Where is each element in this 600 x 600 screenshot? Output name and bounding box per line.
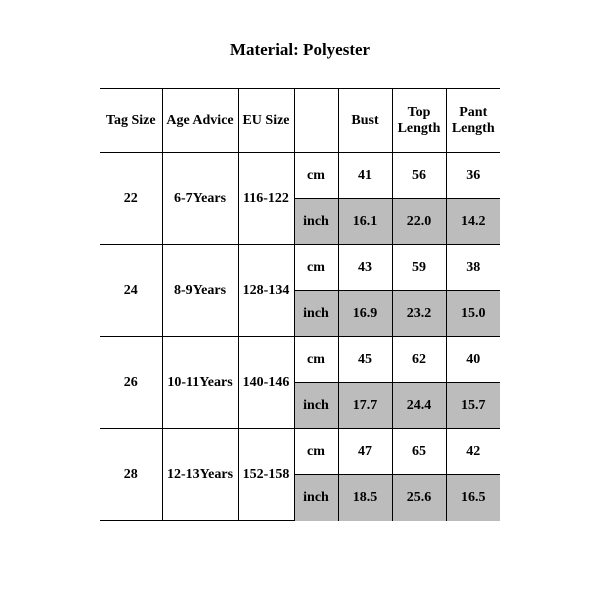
col-pant-length: Pant Length bbox=[446, 89, 500, 153]
cell-bust-cm: 47 bbox=[338, 429, 392, 475]
cell-top-inch: 22.0 bbox=[392, 199, 446, 245]
cell-pant-inch: 14.2 bbox=[446, 199, 500, 245]
cell-bust-cm: 41 bbox=[338, 153, 392, 199]
cell-top-cm: 59 bbox=[392, 245, 446, 291]
cell-tag: 24 bbox=[100, 245, 162, 337]
cell-pant-inch: 16.5 bbox=[446, 475, 500, 521]
cell-pant-cm: 42 bbox=[446, 429, 500, 475]
header-row: Tag Size Age Advice EU Size Bust Top Len… bbox=[100, 89, 500, 153]
col-bust: Bust bbox=[338, 89, 392, 153]
cell-age: 12-13Years bbox=[162, 429, 238, 521]
cell-age: 8-9Years bbox=[162, 245, 238, 337]
cell-tag: 22 bbox=[100, 153, 162, 245]
page-title: Material: Polyester bbox=[0, 40, 600, 60]
cell-tag: 28 bbox=[100, 429, 162, 521]
cell-pant-cm: 38 bbox=[446, 245, 500, 291]
cell-pant-inch: 15.7 bbox=[446, 383, 500, 429]
col-tag-size: Tag Size bbox=[100, 89, 162, 153]
cell-tag: 26 bbox=[100, 337, 162, 429]
cell-bust-cm: 43 bbox=[338, 245, 392, 291]
table-row: 28 12-13Years 152-158 cm 47 65 42 bbox=[100, 429, 500, 475]
cell-unit-cm: cm bbox=[294, 429, 338, 475]
cell-bust-inch: 18.5 bbox=[338, 475, 392, 521]
cell-top-cm: 56 bbox=[392, 153, 446, 199]
table-row: 24 8-9Years 128-134 cm 43 59 38 bbox=[100, 245, 500, 291]
page: Material: Polyester Tag Size Age Advice … bbox=[0, 0, 600, 600]
cell-unit-cm: cm bbox=[294, 245, 338, 291]
cell-eu: 140-146 bbox=[238, 337, 294, 429]
cell-bust-inch: 16.9 bbox=[338, 291, 392, 337]
cell-eu: 116-122 bbox=[238, 153, 294, 245]
cell-unit-inch: inch bbox=[294, 475, 338, 521]
table-row: 26 10-11Years 140-146 cm 45 62 40 bbox=[100, 337, 500, 383]
cell-bust-inch: 17.7 bbox=[338, 383, 392, 429]
col-top-length: Top Length bbox=[392, 89, 446, 153]
cell-eu: 152-158 bbox=[238, 429, 294, 521]
cell-top-cm: 65 bbox=[392, 429, 446, 475]
table-row: 22 6-7Years 116-122 cm 41 56 36 bbox=[100, 153, 500, 199]
cell-pant-inch: 15.0 bbox=[446, 291, 500, 337]
cell-age: 6-7Years bbox=[162, 153, 238, 245]
cell-pant-cm: 36 bbox=[446, 153, 500, 199]
cell-bust-inch: 16.1 bbox=[338, 199, 392, 245]
cell-pant-cm: 40 bbox=[446, 337, 500, 383]
cell-top-cm: 62 bbox=[392, 337, 446, 383]
col-unit bbox=[294, 89, 338, 153]
cell-unit-cm: cm bbox=[294, 337, 338, 383]
cell-eu: 128-134 bbox=[238, 245, 294, 337]
cell-top-inch: 25.6 bbox=[392, 475, 446, 521]
cell-unit-inch: inch bbox=[294, 199, 338, 245]
cell-top-inch: 23.2 bbox=[392, 291, 446, 337]
col-eu-size: EU Size bbox=[238, 89, 294, 153]
size-table: Tag Size Age Advice EU Size Bust Top Len… bbox=[100, 88, 500, 521]
cell-bust-cm: 45 bbox=[338, 337, 392, 383]
cell-unit-cm: cm bbox=[294, 153, 338, 199]
cell-unit-inch: inch bbox=[294, 291, 338, 337]
col-age-advice: Age Advice bbox=[162, 89, 238, 153]
cell-unit-inch: inch bbox=[294, 383, 338, 429]
cell-age: 10-11Years bbox=[162, 337, 238, 429]
cell-top-inch: 24.4 bbox=[392, 383, 446, 429]
